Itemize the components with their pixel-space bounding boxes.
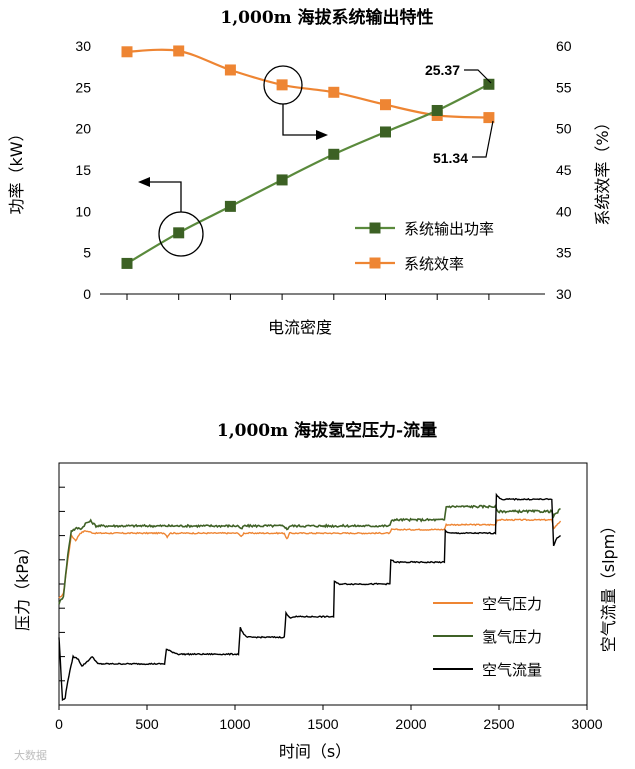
bottom-right-axis-label: 空气流量（slpm） bbox=[599, 518, 618, 653]
power-marker bbox=[276, 174, 288, 186]
left-arrowhead bbox=[138, 177, 150, 187]
bottom-x-tick-label: 1000 bbox=[219, 716, 250, 732]
power-marker bbox=[173, 227, 185, 239]
top-left-tick-label: 5 bbox=[83, 245, 91, 261]
legend-air-pressure-label: 空气压力 bbox=[482, 595, 542, 613]
bottom-left-axis-label: 压力（kPa） bbox=[13, 539, 32, 631]
top-right-tick-label: 40 bbox=[556, 203, 572, 219]
power-marker bbox=[483, 78, 495, 90]
watermark-text: 大数据 bbox=[14, 748, 47, 762]
top-left-tick-label: 30 bbox=[75, 38, 91, 54]
power-markers bbox=[121, 78, 495, 269]
bottom-x-tick-label: 2500 bbox=[483, 716, 514, 732]
bottom-x-tick-label: 2000 bbox=[395, 716, 426, 732]
air-pressure-line bbox=[58, 518, 562, 599]
power-marker bbox=[431, 104, 443, 116]
efficiency-callout-line bbox=[472, 120, 494, 158]
top-right-tick-label: 55 bbox=[556, 79, 572, 95]
efficiency-marker bbox=[276, 79, 288, 91]
bottom-chart-title: 1,000m 海拔氢空压力-流量 bbox=[217, 420, 437, 441]
top-left-axis-label: 功率（kW） bbox=[7, 125, 26, 214]
efficiency-marker bbox=[173, 45, 185, 57]
top-right-tick-labels: 30 35 40 45 50 55 60 bbox=[556, 38, 572, 302]
top-legend: 系统输出功率 系统效率 bbox=[355, 220, 494, 273]
bottom-x-tick-label: 3000 bbox=[571, 716, 602, 732]
right-arrowhead bbox=[316, 130, 328, 140]
efficiency-marker bbox=[224, 64, 236, 76]
power-marker bbox=[328, 148, 340, 160]
bottom-legend: 空气压力 氢气压力 空气流量 bbox=[433, 595, 542, 679]
power-marker bbox=[380, 126, 391, 138]
efficiency-marker bbox=[483, 112, 495, 124]
bottom-x-tick-label: 1500 bbox=[307, 716, 338, 732]
power-end-value: 25.37 bbox=[425, 62, 460, 78]
top-chart-title: 1,000m 海拔系统输出特性 bbox=[220, 7, 433, 28]
legend-air-flow-label: 空气流量 bbox=[482, 661, 542, 679]
efficiency-end-value: 51.34 bbox=[433, 150, 468, 166]
efficiency-marker bbox=[328, 86, 340, 98]
top-right-tick-label: 45 bbox=[556, 162, 572, 178]
right-axis-pointer-arrow bbox=[282, 104, 318, 136]
top-right-tick-label: 60 bbox=[556, 38, 572, 54]
top-right-tick-label: 50 bbox=[556, 121, 572, 137]
legend-efficiency-label: 系统效率 bbox=[404, 255, 464, 273]
top-right-tick-label: 30 bbox=[556, 286, 572, 302]
left-axis-pointer-arrow bbox=[150, 181, 182, 212]
legend-power-label: 系统输出功率 bbox=[404, 220, 494, 238]
efficiency-marker bbox=[380, 99, 391, 111]
top-left-tick-label: 20 bbox=[75, 121, 91, 137]
top-right-tick-label: 35 bbox=[556, 245, 572, 261]
legend-hydrogen-pressure-label: 氢气压力 bbox=[482, 628, 542, 646]
power-marker bbox=[121, 257, 133, 269]
power-callout-line bbox=[464, 69, 492, 84]
top-x-axis-label: 电流密度 bbox=[268, 318, 332, 337]
bottom-x-axis-label: 时间（s） bbox=[279, 742, 351, 761]
legend-power-marker bbox=[369, 222, 381, 234]
top-right-axis-label: 系统效率（%） bbox=[593, 114, 612, 225]
hydrogen-pressure-line bbox=[58, 503, 561, 605]
bottom-x-tick-label: 0 bbox=[55, 716, 63, 732]
top-left-tick-labels: 0 5 10 15 20 25 30 bbox=[75, 38, 91, 302]
bottom-x-tick-label: 500 bbox=[135, 716, 159, 732]
air-flow-line bbox=[58, 492, 561, 702]
efficiency-marker bbox=[121, 46, 133, 58]
top-left-tick-label: 25 bbox=[75, 79, 91, 95]
legend-efficiency-marker bbox=[369, 257, 381, 269]
bottom-x-ticks: 0 500 1000 1500 2000 2500 3000 bbox=[55, 705, 603, 732]
power-marker bbox=[224, 200, 236, 212]
top-left-tick-label: 0 bbox=[83, 286, 91, 302]
top-left-tick-label: 15 bbox=[75, 162, 91, 178]
top-x-ticks bbox=[126, 294, 490, 300]
top-left-tick-label: 10 bbox=[75, 203, 91, 219]
